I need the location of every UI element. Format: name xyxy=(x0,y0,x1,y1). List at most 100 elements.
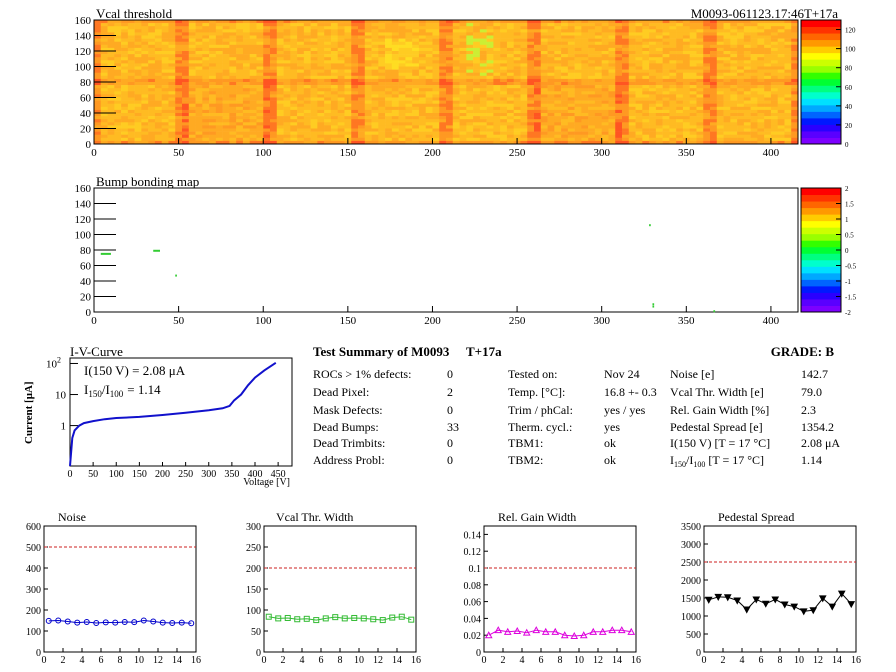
heat-cell xyxy=(317,66,325,70)
heat-cell xyxy=(662,82,670,86)
heat-cell xyxy=(540,41,548,46)
heat-cell xyxy=(567,47,575,52)
heat-cell xyxy=(716,75,724,80)
heat-cell xyxy=(459,66,467,70)
heat-cell xyxy=(141,75,149,80)
heat-cell xyxy=(628,137,636,142)
heat-cell xyxy=(506,119,514,123)
heat-cell xyxy=(134,128,142,132)
heat-cell xyxy=(310,131,318,135)
heat-cell xyxy=(222,69,230,73)
heat-cell xyxy=(513,32,521,36)
heat-cell xyxy=(689,47,697,52)
heat-cell xyxy=(534,100,542,104)
heat-cell xyxy=(608,85,616,89)
heat-cell xyxy=(188,119,196,123)
heat-cell xyxy=(452,82,460,86)
heat-cell xyxy=(473,103,481,108)
heat-cell xyxy=(750,119,758,123)
heat-cell xyxy=(743,78,751,83)
heat-cell xyxy=(270,125,278,129)
bump-hit xyxy=(713,310,716,313)
palette-band xyxy=(801,20,841,28)
heat-cell xyxy=(534,60,542,64)
heat-cell xyxy=(161,137,169,142)
summary-label: Vcal Thr. Width [e] xyxy=(670,385,764,399)
heat-cell xyxy=(236,106,244,111)
heat-cell xyxy=(662,57,670,61)
heat-cell xyxy=(520,91,528,95)
heat-cell xyxy=(317,41,325,46)
heat-cell xyxy=(398,85,406,89)
x-tick-label: 4 xyxy=(80,655,85,666)
heat-cell xyxy=(635,85,643,89)
heat-cell xyxy=(791,125,799,129)
heat-cell xyxy=(161,119,169,123)
heat-cell xyxy=(723,116,731,120)
heat-cell xyxy=(791,32,799,36)
heat-cell xyxy=(784,113,792,117)
heat-cell xyxy=(222,54,230,58)
heat-cell xyxy=(290,72,298,77)
palette-band xyxy=(801,91,841,99)
heat-cell xyxy=(222,134,230,139)
heat-cell xyxy=(764,88,772,92)
heat-cell xyxy=(743,88,751,92)
heat-cell xyxy=(263,20,271,24)
heat-cell xyxy=(459,44,467,49)
heat-cell xyxy=(466,51,474,55)
heat-cell xyxy=(473,119,481,123)
heat-cell xyxy=(256,38,264,42)
heat-cell xyxy=(202,106,210,111)
heat-cell xyxy=(114,72,122,77)
heat-cell xyxy=(730,119,738,123)
heat-cell xyxy=(324,44,332,49)
heat-cell xyxy=(608,106,616,111)
heat-cell xyxy=(100,82,108,86)
heat-cell xyxy=(134,82,142,86)
heat-cell xyxy=(710,125,718,129)
heat-cell xyxy=(202,26,210,30)
heat-cell xyxy=(682,128,690,132)
heat-cell xyxy=(236,47,244,52)
heat-cell xyxy=(100,94,108,98)
heat-cell xyxy=(527,140,535,145)
heat-cell xyxy=(344,119,352,123)
heat-cell xyxy=(215,137,223,142)
heat-cell xyxy=(479,131,487,135)
heat-cell xyxy=(588,47,596,52)
heat-cell xyxy=(730,41,738,46)
heat-cell xyxy=(236,134,244,139)
heat-cell xyxy=(391,134,399,139)
heat-cell xyxy=(486,23,494,27)
heat-cell xyxy=(615,113,623,117)
heat-cell xyxy=(730,97,738,101)
heat-cell xyxy=(202,63,210,67)
heat-cell xyxy=(263,78,271,83)
heat-cell xyxy=(642,75,650,80)
heat-cell xyxy=(743,35,751,39)
heat-cell xyxy=(134,97,142,101)
heat-cell xyxy=(94,35,102,39)
heat-cell xyxy=(622,75,630,80)
heat-cell xyxy=(432,20,440,24)
heat-cell xyxy=(188,29,196,33)
heat-cell xyxy=(669,20,677,24)
heat-cell xyxy=(432,41,440,46)
heat-cell xyxy=(148,20,156,24)
heat-cell xyxy=(669,106,677,111)
heat-cell xyxy=(655,116,663,120)
heat-cell xyxy=(324,94,332,98)
heat-cell xyxy=(635,140,643,145)
heat-cell xyxy=(452,44,460,49)
heat-cell xyxy=(743,20,751,24)
heat-cell xyxy=(364,29,372,33)
heat-cell xyxy=(520,23,528,27)
heat-cell xyxy=(330,106,338,111)
heat-cell xyxy=(256,29,264,33)
heat-cell xyxy=(486,78,494,83)
heat-cell xyxy=(466,44,474,49)
data-point xyxy=(809,607,818,615)
heat-cell xyxy=(696,119,704,123)
heat-cell xyxy=(270,85,278,89)
